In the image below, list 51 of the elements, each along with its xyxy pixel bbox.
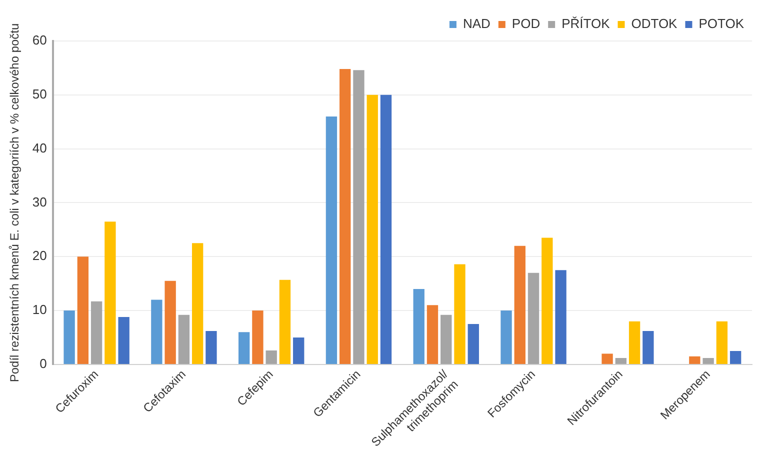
y-axis-title: Podíl rezistentních kmenů E. coli v kategoriích v % celkového počtu [8, 23, 22, 382]
bar [326, 116, 338, 364]
y-tick-label: 40 [32, 140, 47, 156]
legend-label: NAD [462, 16, 490, 32]
bar [366, 94, 378, 364]
bar [615, 358, 626, 364]
legend-label: ODTOK [631, 16, 678, 32]
bar [514, 246, 526, 364]
bar [454, 264, 466, 364]
bar [238, 332, 250, 364]
bar [468, 324, 479, 364]
bar [413, 288, 424, 364]
bar [192, 243, 204, 364]
bar [252, 310, 264, 364]
bar [178, 314, 190, 364]
bar [440, 314, 452, 364]
y-tick-label: 30 [32, 194, 47, 210]
bar [279, 280, 291, 364]
bar [689, 356, 700, 364]
bar [293, 338, 304, 364]
legend-label: PŘÍTOK [562, 16, 610, 32]
bar [151, 300, 162, 364]
y-tick-label: 0 [40, 356, 47, 372]
bar [426, 305, 438, 364]
bar [64, 310, 75, 364]
bar [642, 331, 654, 364]
bar [628, 321, 640, 364]
bar [555, 270, 566, 364]
y-tick-label: 60 [32, 32, 47, 48]
bar [90, 301, 102, 364]
legend-label: POTOK [698, 16, 744, 32]
y-tick-label: 20 [32, 248, 47, 264]
y-tick-label: 50 [32, 86, 47, 102]
bar [602, 354, 613, 364]
bar [528, 272, 540, 364]
bar [266, 350, 277, 364]
bar [164, 280, 176, 364]
bar [118, 317, 130, 364]
bar [353, 70, 364, 364]
bar [542, 238, 553, 364]
bar [380, 94, 392, 364]
bar [500, 310, 512, 364]
bar [77, 256, 89, 364]
y-tick-label: 10 [32, 302, 47, 318]
bar [716, 321, 728, 364]
bar [340, 69, 351, 364]
bar [702, 358, 714, 364]
legend-label: POD [512, 16, 540, 32]
bar [206, 331, 217, 364]
bar [730, 350, 742, 364]
bar [104, 222, 116, 364]
